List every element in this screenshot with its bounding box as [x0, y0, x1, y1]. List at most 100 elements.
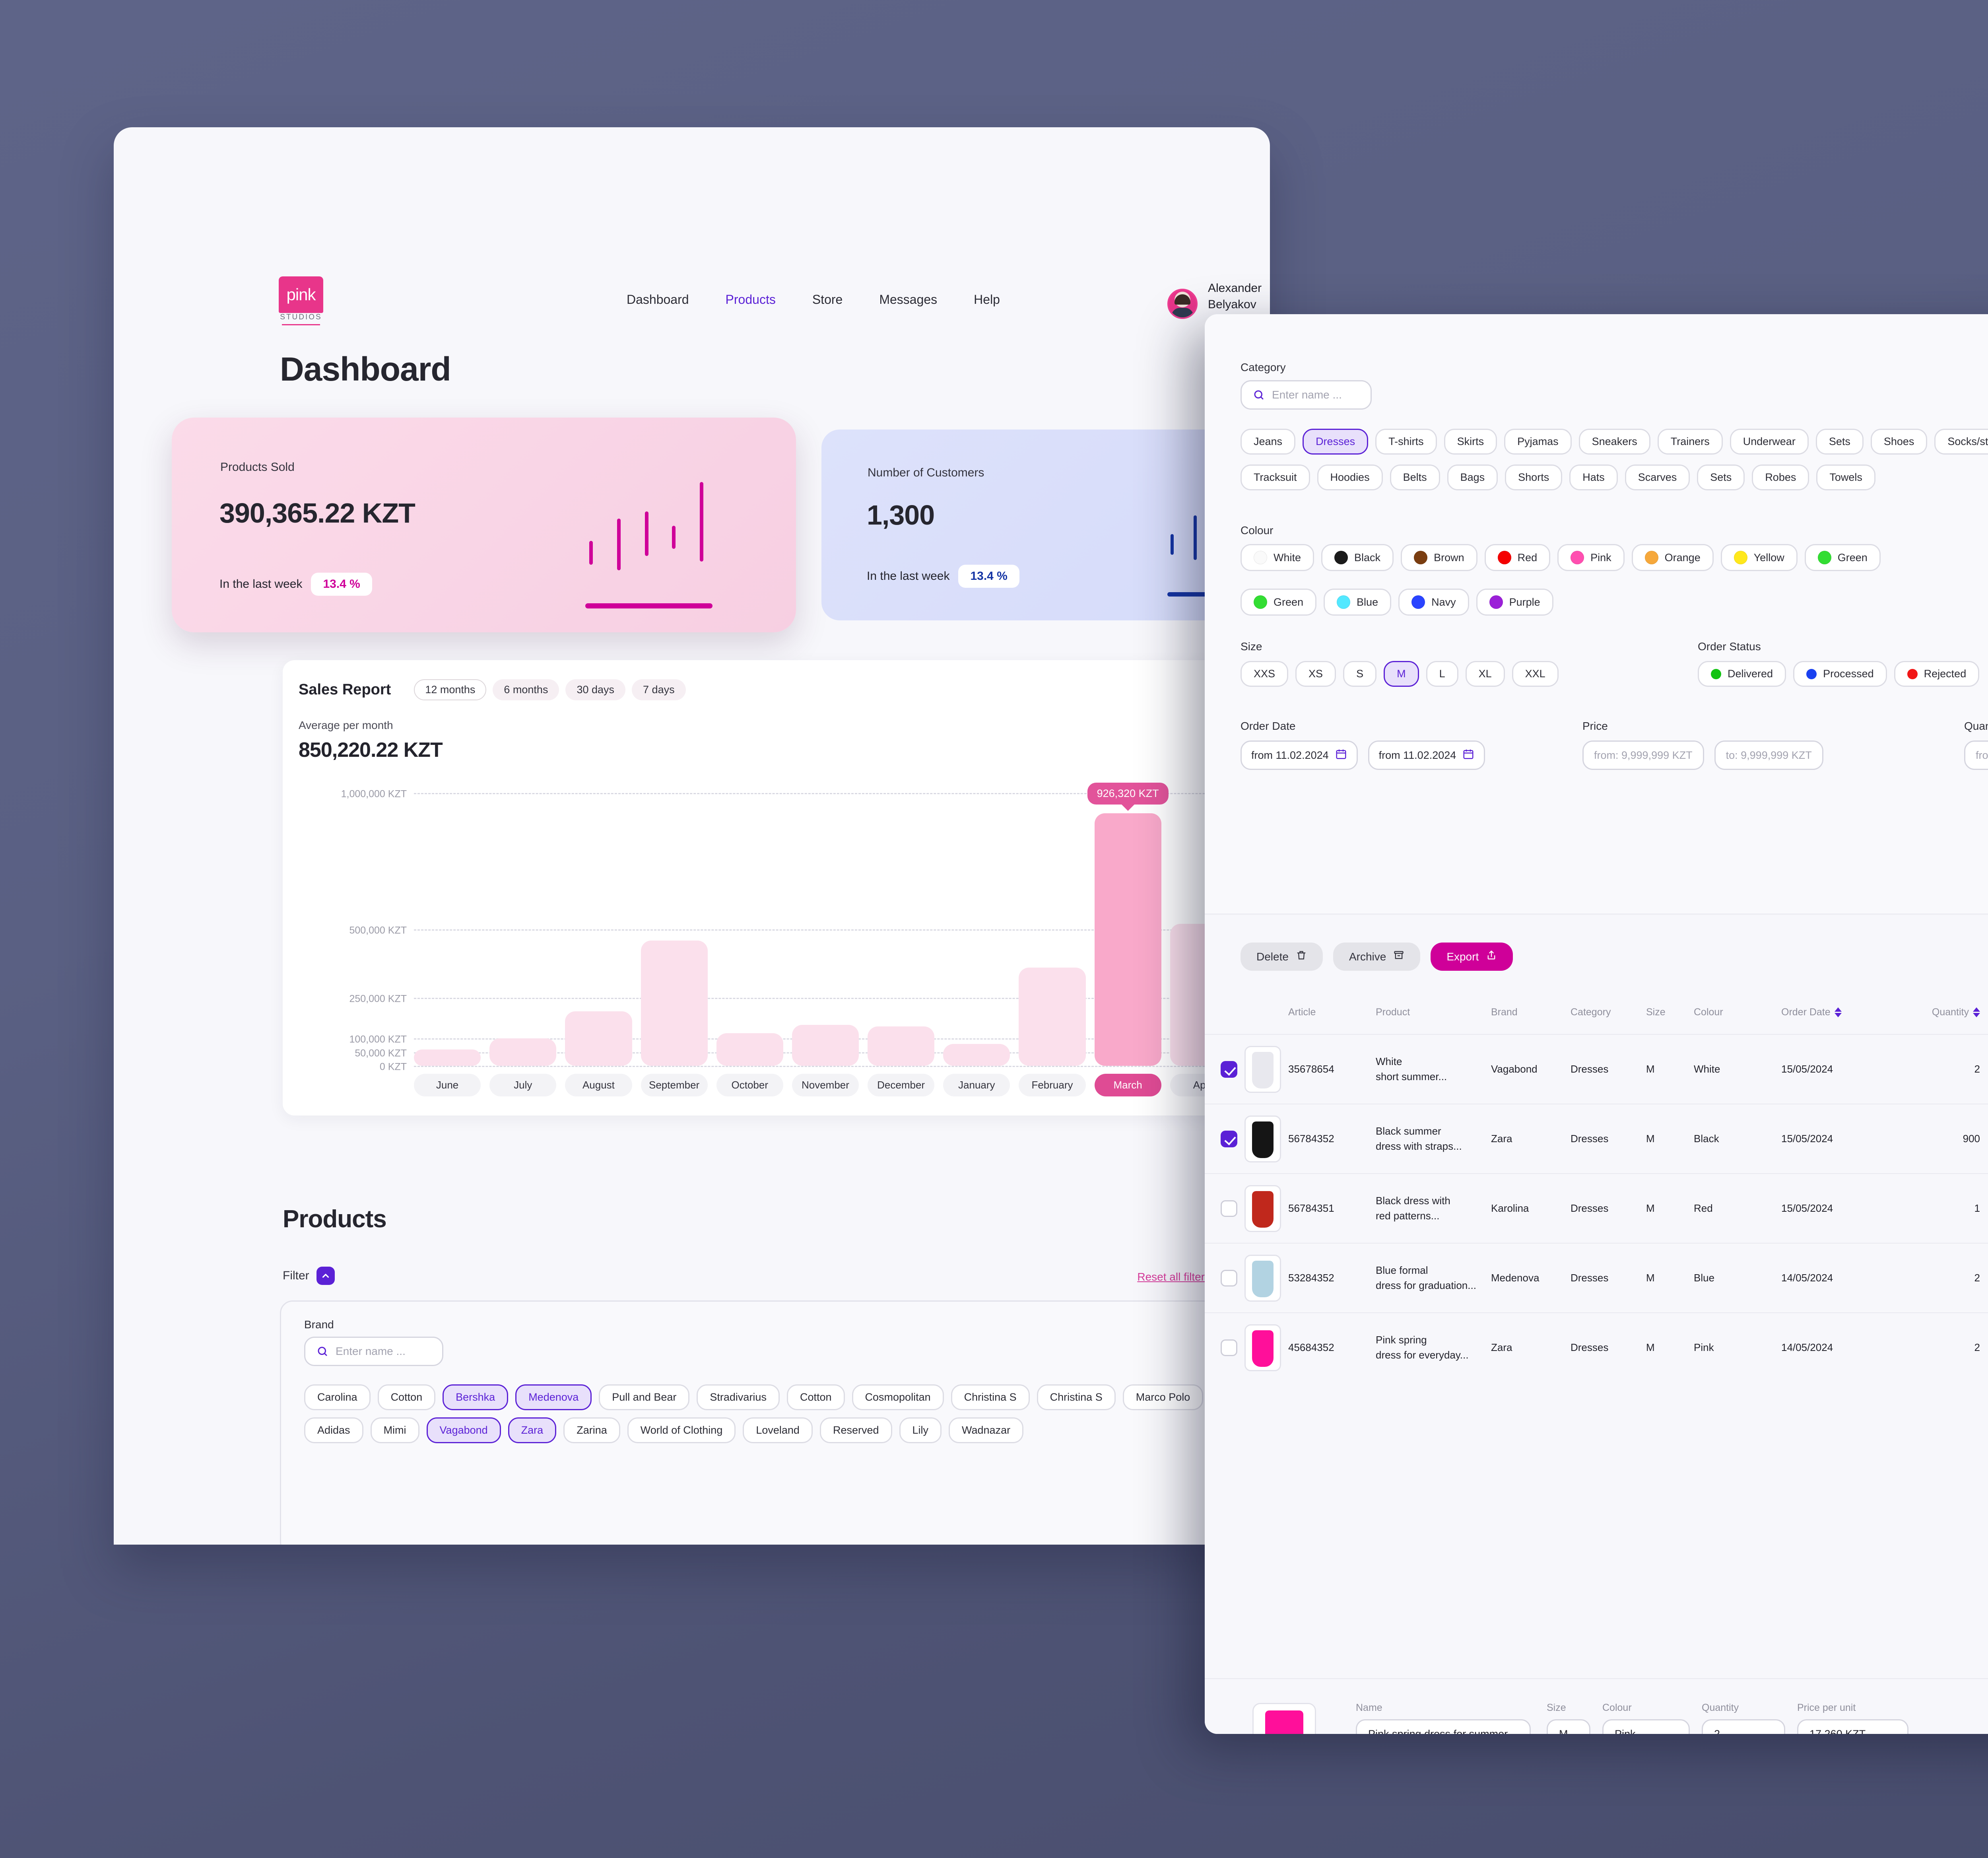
colour-chip[interactable]: Yellow — [1720, 544, 1798, 571]
colour-chip[interactable]: Blue — [1324, 589, 1392, 616]
brand-chip[interactable]: Christina S — [1037, 1384, 1116, 1410]
modal-category-chip[interactable]: Sets — [1697, 464, 1745, 490]
chart-bar-column[interactable] — [792, 779, 859, 1066]
product-thumbnail[interactable] — [1244, 1254, 1281, 1302]
colour-chip[interactable]: Orange — [1631, 544, 1714, 571]
chart-bar-column[interactable] — [943, 779, 1010, 1066]
colour-chip[interactable]: Black — [1321, 544, 1394, 571]
chart-bar-column[interactable] — [1019, 779, 1086, 1066]
chart-bar-column[interactable] — [641, 779, 708, 1066]
chart-bar[interactable] — [489, 1038, 557, 1066]
brand-chip[interactable]: Vagabond — [426, 1417, 501, 1443]
chart-bar[interactable] — [716, 1033, 783, 1066]
colour-chip[interactable]: Brown — [1401, 544, 1477, 571]
chart-bar-column[interactable]: 926,320 KZT — [1087, 779, 1169, 1066]
header-price[interactable]: Price — [1980, 1007, 1988, 1018]
colour-chip[interactable]: Green — [1241, 589, 1317, 616]
export-button[interactable]: Export — [1431, 943, 1513, 971]
modal-category-chip[interactable]: Shorts — [1505, 464, 1563, 490]
size-input[interactable]: M — [1547, 1719, 1590, 1734]
brand-chip[interactable]: Reserved — [819, 1417, 892, 1443]
row-checkbox-cell[interactable] — [1221, 1339, 1244, 1356]
brand-chip[interactable]: Mimi — [370, 1417, 419, 1443]
order-date-from-input[interactable]: from 11.02.2024 — [1241, 740, 1358, 770]
nav-item-dashboard[interactable]: Dashboard — [627, 292, 689, 307]
chart-x-label[interactable]: October — [716, 1074, 783, 1096]
brand-chip[interactable]: Zarina — [563, 1417, 620, 1443]
row-checkbox-cell[interactable] — [1221, 1061, 1244, 1078]
chart-bar[interactable] — [414, 1049, 481, 1066]
archive-button[interactable]: Archive — [1333, 943, 1421, 971]
chart-x-label[interactable]: September — [641, 1074, 708, 1096]
brand-chip[interactable]: Adidas — [304, 1417, 363, 1443]
brand-chip[interactable]: Bershka — [443, 1384, 509, 1410]
brand-chip[interactable]: Christina S — [951, 1384, 1030, 1410]
price-to-input[interactable]: to: 9,999,999 KZT — [1714, 740, 1823, 770]
sort-icon[interactable] — [1834, 1007, 1842, 1017]
header-colour[interactable]: Colour — [1694, 1006, 1723, 1018]
chart-bar[interactable] — [1094, 813, 1161, 1066]
header-order-date[interactable]: Order Date — [1781, 1007, 1901, 1018]
nav-item-help[interactable]: Help — [974, 292, 1000, 307]
colour-chip[interactable]: Red — [1484, 544, 1551, 571]
header-category[interactable]: Category — [1571, 1006, 1611, 1018]
calendar-icon[interactable] — [1335, 748, 1347, 763]
chart-bar-column[interactable] — [565, 779, 632, 1066]
modal-category-chip[interactable]: Robes — [1752, 464, 1809, 490]
modal-category-chip[interactable]: T-shirts — [1375, 429, 1437, 455]
nav-item-products[interactable]: Products — [725, 292, 776, 307]
brand-chip[interactable]: Cosmopolitan — [852, 1384, 944, 1410]
chart-bar[interactable] — [565, 1011, 632, 1066]
modal-category-chip[interactable]: Pyjamas — [1504, 429, 1572, 455]
modal-category-chip[interactable]: Jeans — [1241, 429, 1296, 455]
modal-category-chip[interactable]: Trainers — [1657, 429, 1723, 455]
row-checkbox[interactable] — [1221, 1130, 1237, 1147]
modal-category-chip[interactable]: Hoodies — [1317, 464, 1383, 490]
colour-input[interactable]: Pink — [1602, 1719, 1690, 1734]
chart-bar[interactable] — [641, 940, 708, 1066]
chart-x-label[interactable]: July — [489, 1074, 557, 1096]
chart-bar[interactable] — [1019, 968, 1086, 1066]
size-chip[interactable]: M — [1384, 661, 1419, 687]
chart-bar[interactable] — [868, 1026, 935, 1066]
product-thumbnail[interactable] — [1244, 1324, 1281, 1371]
delete-button[interactable]: Delete — [1241, 943, 1323, 971]
header-article[interactable]: Article — [1288, 1006, 1316, 1018]
table-row[interactable]: 53284352 Blue formal dress for graduation.… — [1205, 1243, 1988, 1312]
colour-chip[interactable]: Purple — [1476, 589, 1553, 616]
chart-bar-column[interactable] — [489, 779, 557, 1066]
price-from-input[interactable]: from: 9,999,999 KZT — [1582, 740, 1704, 770]
order-status-chip[interactable]: Processed — [1793, 661, 1887, 687]
brand-chip[interactable]: Lily — [899, 1417, 942, 1443]
size-chip[interactable]: L — [1426, 661, 1458, 687]
order-date-to-input[interactable]: from 11.02.2024 — [1368, 740, 1485, 770]
row-checkbox-cell[interactable] — [1221, 1269, 1244, 1287]
app-logo[interactable]: pink STUDIOS — [279, 276, 323, 327]
sort-icon[interactable] — [1973, 1007, 1980, 1017]
header-brand[interactable]: Brand — [1491, 1006, 1518, 1018]
calendar-icon[interactable] — [1462, 748, 1474, 763]
size-chip[interactable]: XXL — [1512, 661, 1559, 687]
modal-category-chip[interactable]: Tracksuit — [1241, 464, 1310, 490]
product-thumbnail[interactable] — [1244, 1046, 1281, 1093]
colour-chip[interactable]: Navy — [1398, 589, 1469, 616]
product-thumbnail[interactable] — [1244, 1115, 1281, 1162]
chart-x-label[interactable]: March — [1094, 1074, 1161, 1096]
table-row[interactable]: 56784352 Black summer dress with straps...… — [1205, 1104, 1988, 1173]
brand-chip[interactable]: Wadnazar — [949, 1417, 1024, 1443]
table-row[interactable]: 45684352 Pink spring dress for everyday...… — [1205, 1312, 1988, 1382]
header-size[interactable]: Size — [1646, 1006, 1666, 1018]
order-status-chip[interactable]: Rejected — [1894, 661, 1980, 687]
reset-all-filters-link[interactable]: Reset all filters — [1137, 1271, 1210, 1283]
modal-category-chip[interactable]: Belts — [1390, 464, 1440, 490]
chart-x-label[interactable]: January — [943, 1074, 1010, 1096]
chart-bar[interactable] — [792, 1025, 859, 1066]
size-chip[interactable]: XS — [1295, 661, 1336, 687]
colour-chip[interactable]: White — [1241, 544, 1314, 571]
chevron-up-icon[interactable] — [316, 1267, 335, 1285]
modal-category-chip[interactable]: Scarves — [1625, 464, 1690, 490]
chart-x-label[interactable]: June — [414, 1074, 481, 1096]
brand-chip[interactable]: Pull and Bear — [599, 1384, 690, 1410]
chart-x-label[interactable]: December — [868, 1074, 935, 1096]
modal-category-chip[interactable]: Dresses — [1303, 429, 1369, 455]
